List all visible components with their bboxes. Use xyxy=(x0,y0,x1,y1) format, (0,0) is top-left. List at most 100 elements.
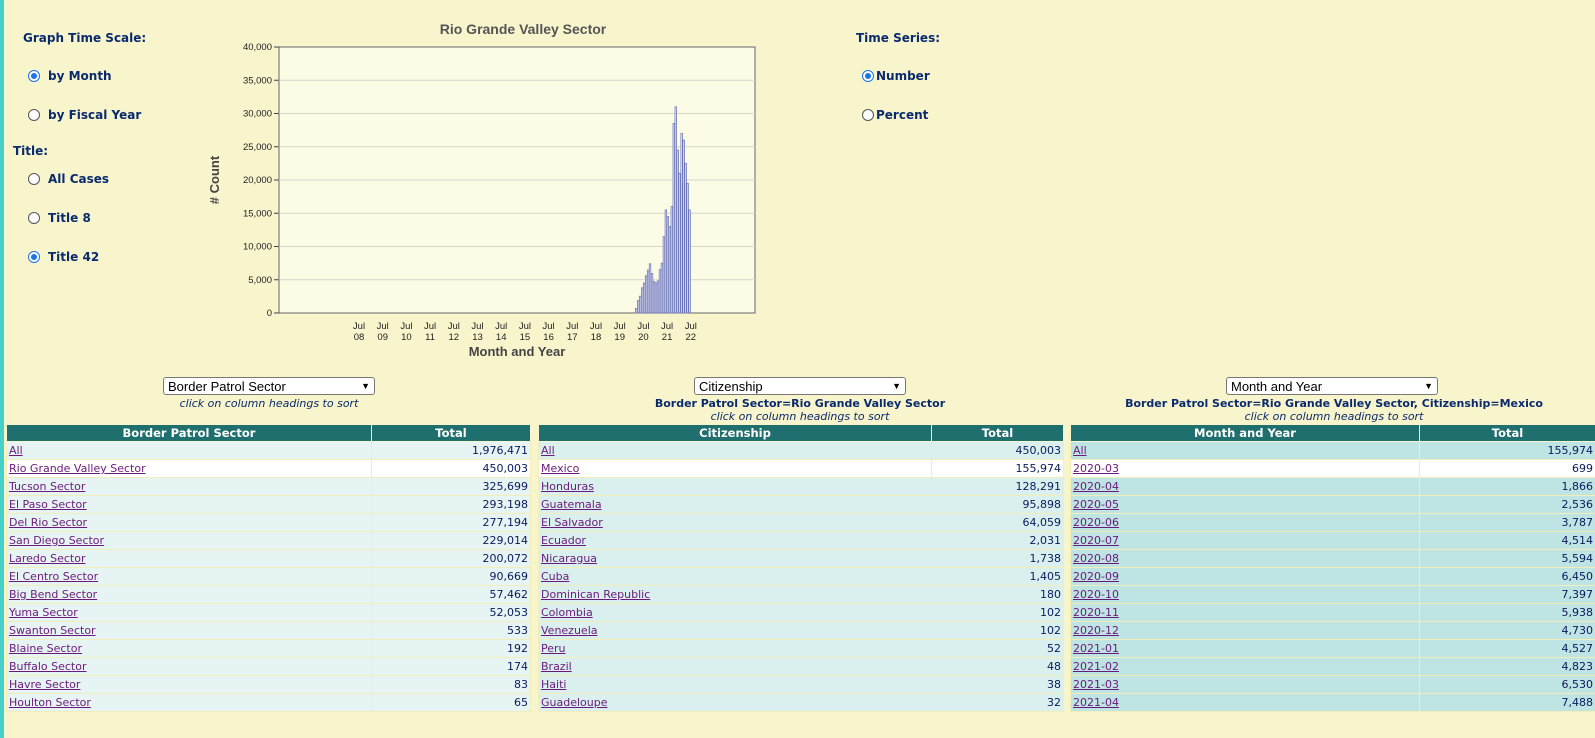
bar xyxy=(670,206,673,314)
row-link[interactable]: Ecuador xyxy=(541,534,586,547)
x-tick-label: Jul xyxy=(495,321,507,332)
table-row: Buffalo Sector 174 xyxy=(6,657,531,676)
month-column-header[interactable]: Month and Year xyxy=(1070,424,1420,442)
row-total: 32 xyxy=(931,693,1064,712)
row-link[interactable]: Honduras xyxy=(541,480,594,493)
row-label-cell: All xyxy=(6,441,372,460)
number-option[interactable]: Number xyxy=(862,69,930,83)
sector-column-header[interactable]: Border Patrol Sector xyxy=(6,424,372,442)
title8-option[interactable]: Title 8 xyxy=(28,211,91,225)
row-label-cell: 2021-04 xyxy=(1070,693,1420,712)
row-link[interactable]: Peru xyxy=(541,642,566,655)
row-link[interactable]: Venezuela xyxy=(541,624,598,637)
row-link[interactable]: Mexico xyxy=(541,462,580,475)
by-month-radio[interactable] xyxy=(28,70,40,82)
row-link[interactable]: All xyxy=(1073,444,1087,457)
bar xyxy=(676,149,679,314)
number-radio[interactable] xyxy=(862,70,874,82)
bar xyxy=(680,133,683,314)
title42-radio[interactable] xyxy=(28,251,40,263)
row-link[interactable]: El Salvador xyxy=(541,516,603,529)
title8-radio[interactable] xyxy=(28,212,40,224)
row-link[interactable]: 2020-07 xyxy=(1073,534,1119,547)
row-link[interactable]: Swanton Sector xyxy=(9,624,96,637)
sector-dropdown[interactable]: Border Patrol Sector ▼ xyxy=(163,377,375,395)
row-label-cell: Swanton Sector xyxy=(6,621,372,640)
row-link[interactable]: 2020-06 xyxy=(1073,516,1119,529)
row-link[interactable]: 2020-04 xyxy=(1073,480,1119,493)
x-tick-year-label: 11 xyxy=(425,332,435,343)
x-tick-year-label: 13 xyxy=(472,332,483,343)
by-fiscal-year-option[interactable]: by Fiscal Year xyxy=(28,108,141,122)
row-link[interactable]: Rio Grande Valley Sector xyxy=(9,462,146,475)
row-link[interactable]: Cuba xyxy=(541,570,570,583)
row-link[interactable]: 2021-04 xyxy=(1073,696,1119,709)
row-link[interactable]: 2020-05 xyxy=(1073,498,1119,511)
bar xyxy=(639,295,642,314)
month-dropdown[interactable]: Month and Year ▼ xyxy=(1226,377,1438,395)
citizenship-total-header[interactable]: Total xyxy=(931,424,1064,442)
row-link[interactable]: Laredo Sector xyxy=(9,552,86,565)
by-fiscal-year-radio[interactable] xyxy=(28,109,40,121)
row-link[interactable]: Dominican Republic xyxy=(541,588,651,601)
bar xyxy=(648,263,652,314)
row-link[interactable]: 2020-11 xyxy=(1073,606,1119,619)
row-link[interactable]: El Centro Sector xyxy=(9,570,99,583)
x-tick-label: Jul xyxy=(471,321,483,332)
row-link[interactable]: San Diego Sector xyxy=(9,534,105,547)
row-total: 3,787 xyxy=(1419,513,1595,532)
table-row: All 155,974 xyxy=(1070,441,1595,460)
row-link[interactable]: Haiti xyxy=(541,678,567,691)
by-month-option[interactable]: by Month xyxy=(28,69,112,83)
row-link[interactable]: 2020-09 xyxy=(1073,570,1119,583)
row-link[interactable]: 2021-02 xyxy=(1073,660,1119,673)
row-link[interactable]: All xyxy=(9,444,23,457)
row-link[interactable]: Colombia xyxy=(541,606,593,619)
bar xyxy=(641,287,644,314)
citizenship-column-header[interactable]: Citizenship xyxy=(538,424,932,442)
row-link[interactable]: 2021-01 xyxy=(1073,642,1119,655)
row-link[interactable]: El Paso Sector xyxy=(9,498,87,511)
row-link[interactable]: 2020-10 xyxy=(1073,588,1119,601)
row-link[interactable]: Tucson Sector xyxy=(9,480,86,493)
x-tick-year-label: 15 xyxy=(520,332,531,343)
table-row: San Diego Sector 229,014 xyxy=(6,531,531,550)
all-cases-radio[interactable] xyxy=(28,173,40,185)
row-link[interactable]: Big Bend Sector xyxy=(9,588,98,601)
row-link[interactable]: 2020-08 xyxy=(1073,552,1119,565)
percent-radio[interactable] xyxy=(862,109,874,121)
row-link[interactable]: Yuma Sector xyxy=(9,606,78,619)
all-cases-option[interactable]: All Cases xyxy=(28,172,109,186)
x-tick-label: Jul xyxy=(424,321,436,332)
row-link[interactable]: 2020-12 xyxy=(1073,624,1119,637)
x-tick-year-label: 22 xyxy=(686,332,697,343)
row-link[interactable]: Buffalo Sector xyxy=(9,660,87,673)
percent-option[interactable]: Percent xyxy=(862,108,928,122)
row-total: 95,898 xyxy=(931,495,1064,514)
row-link[interactable]: All xyxy=(541,444,555,457)
row-link[interactable]: Havre Sector xyxy=(9,678,81,691)
sector-total-header[interactable]: Total xyxy=(371,424,531,442)
month-dropdown-value: Month and Year xyxy=(1231,378,1323,394)
row-label-cell: Laredo Sector xyxy=(6,549,372,568)
row-total: 7,397 xyxy=(1419,585,1595,604)
row-link[interactable]: 2021-03 xyxy=(1073,678,1119,691)
citizenship-dropdown[interactable]: Citizenship ▼ xyxy=(694,377,906,395)
month-total-header[interactable]: Total xyxy=(1419,424,1595,442)
row-link[interactable]: Blaine Sector xyxy=(9,642,82,655)
row-link[interactable]: Guadeloupe xyxy=(541,696,608,709)
row-link[interactable]: Houlton Sector xyxy=(9,696,91,709)
row-link[interactable]: Brazil xyxy=(541,660,572,673)
title42-option[interactable]: Title 42 xyxy=(28,250,99,264)
x-tick-label: Jul xyxy=(590,321,602,332)
row-link[interactable]: Del Rio Sector xyxy=(9,516,88,529)
table-row: 2021-02 4,823 xyxy=(1070,657,1595,676)
row-link[interactable]: Nicaragua xyxy=(541,552,598,565)
row-label-cell: Venezuela xyxy=(538,621,932,640)
row-total: 450,003 xyxy=(931,441,1064,460)
row-link[interactable]: 2020-03 xyxy=(1073,462,1119,475)
row-label-cell: 2021-03 xyxy=(1070,675,1420,694)
row-link[interactable]: Guatemala xyxy=(541,498,602,511)
row-label-cell: Havre Sector xyxy=(6,675,372,694)
x-tick-year-label: 19 xyxy=(614,332,625,343)
